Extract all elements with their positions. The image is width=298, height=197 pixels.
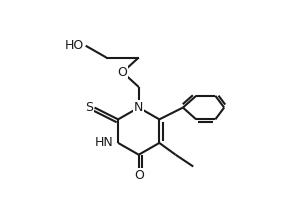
Text: HN: HN	[95, 137, 114, 150]
Text: HO: HO	[65, 39, 84, 52]
Text: N: N	[134, 101, 143, 114]
Text: O: O	[118, 66, 128, 79]
Text: S: S	[85, 101, 93, 114]
Text: O: O	[134, 169, 144, 182]
